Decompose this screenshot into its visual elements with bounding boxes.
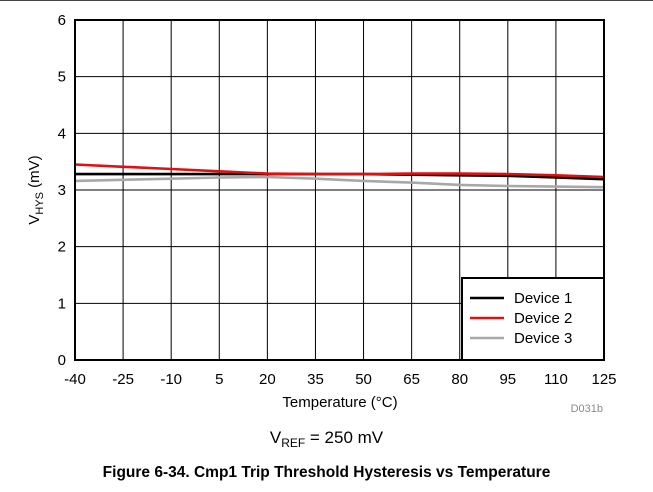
y-axis-title-main: V [26, 215, 43, 225]
y-tick-label: 0 [58, 352, 66, 369]
x-tick-label: -40 [64, 371, 86, 388]
series-line-device-2 [74, 163, 605, 179]
condition-main: V [269, 428, 282, 447]
x-tick-label: -25 [112, 371, 134, 388]
x-tick-labels: -40 -25 -10 5 20 35 50 65 80 95 110 125 [64, 371, 616, 388]
top-rule [0, 0, 653, 1]
test-condition: VREF = 250 mV [0, 428, 653, 450]
legend-label: Device 1 [514, 290, 572, 307]
y-axis-title-sub: HYS [34, 192, 46, 215]
y-tick-label: 3 [58, 182, 66, 199]
x-tick-label: 80 [451, 371, 468, 388]
figure-code-id: D031b [571, 403, 603, 415]
condition-sub: REF [281, 436, 306, 450]
y-axis-title: VHYS (mV) [26, 155, 46, 224]
x-tick-label: 65 [403, 371, 420, 388]
line-chart: -40 -25 -10 5 20 35 50 65 80 95 110 125 0 1 2 3 4 5 6 Tem… [26, 12, 617, 415]
legend: Device 1 Device 2 Device 3 [461, 277, 605, 361]
x-tick-label: 50 [355, 371, 372, 388]
y-tick-label: 6 [58, 12, 66, 29]
series-line-device-3 [74, 175, 605, 189]
series-lines [74, 163, 605, 189]
x-tick-label: 5 [215, 371, 223, 388]
figure-caption: Figure 6-34. Cmp1 Trip Threshold Hystere… [102, 464, 551, 481]
y-tick-label: 4 [58, 125, 66, 142]
legend-label: Device 3 [514, 330, 572, 347]
condition-rest: = 250 mV [305, 428, 384, 447]
x-tick-label: -10 [160, 371, 182, 388]
y-tick-label: 1 [58, 295, 66, 312]
y-tick-label: 5 [58, 69, 66, 86]
x-tick-label: 95 [499, 371, 516, 388]
x-tick-label: 20 [259, 371, 276, 388]
x-axis-title: Temperature (°C) [282, 394, 397, 411]
legend-box [461, 277, 605, 361]
y-tick-labels: 0 1 2 3 4 5 6 [58, 12, 66, 369]
y-axis-title-rest: (mV) [26, 155, 43, 192]
plot-border [74, 19, 605, 361]
x-tick-label: 110 [544, 371, 568, 388]
plot-frame [74, 19, 605, 361]
legend-label: Device 2 [514, 310, 572, 327]
y-tick-label: 2 [58, 239, 66, 256]
x-tick-label: 35 [307, 371, 324, 388]
x-tick-label: 125 [591, 371, 616, 388]
